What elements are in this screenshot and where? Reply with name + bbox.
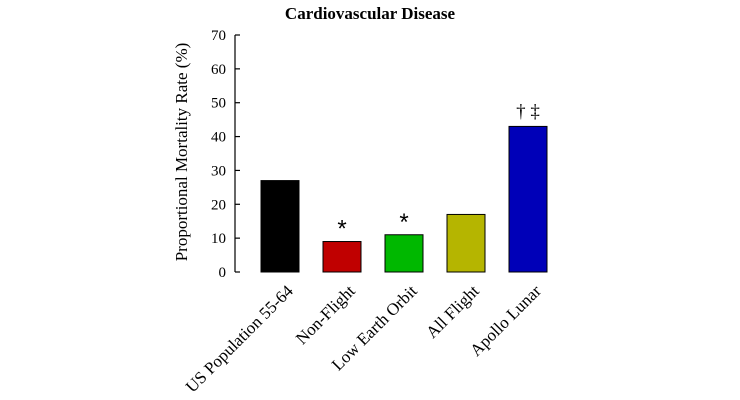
x-tick-label: All Flight [422,281,483,342]
bar [322,241,362,273]
bar [508,125,548,273]
y-tick-label: 30 [211,163,226,179]
y-tick-label: 70 [211,28,226,44]
x-tick-label: Non-Flight [292,281,359,348]
x-tick-label: US Population 55-64 [182,281,297,396]
significance-marker: * [399,209,408,236]
bar [446,213,486,273]
chart-title: Cardiovascular Disease [285,4,456,23]
bar [260,180,300,273]
y-tick-label: 0 [219,265,227,281]
bar [384,234,424,273]
y-tick-label: 40 [211,130,226,146]
bars-group [260,125,548,273]
y-tick-label: 10 [211,231,226,247]
y-tick-label: 50 [211,96,226,112]
y-axis-label: Proportional Mortality Rate (%) [172,43,191,262]
y-tick-label: 60 [211,62,226,78]
y-tick-label: 20 [211,197,226,213]
significance-marker: † ‡ [516,101,540,122]
significance-marker: * [337,216,346,243]
y-axis: 0 10 20 30 40 50 60 70 [211,28,240,281]
annotations-group: * * † ‡ [337,101,540,242]
